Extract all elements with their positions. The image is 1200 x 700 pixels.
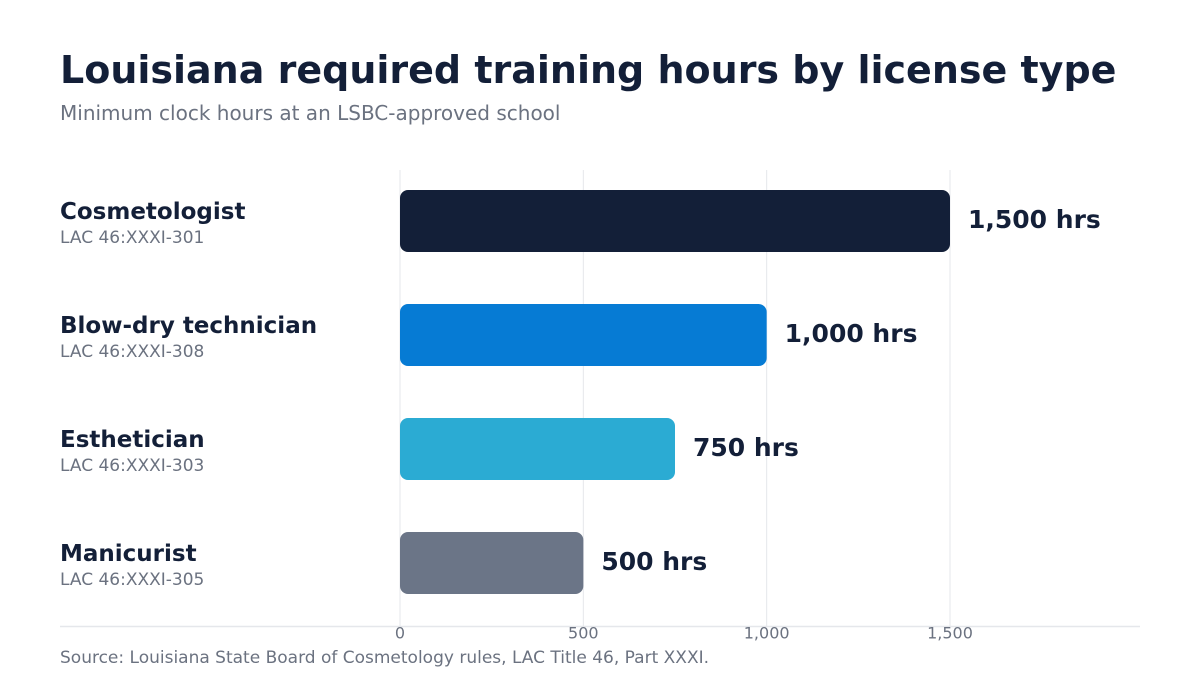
category-reference: LAC 46:XXXI-303 [60, 456, 204, 476]
value-label: 1,000 hrs [785, 319, 918, 348]
x-tick-label: 1,000 [744, 624, 790, 643]
chart-title: Louisiana required training hours by lic… [60, 48, 1117, 92]
bar [400, 304, 767, 366]
category-label: Manicurist [60, 541, 197, 567]
category-label: Cosmetologist [60, 199, 245, 225]
x-tick-label: 0 [395, 624, 405, 643]
category-label: Blow-dry technician [60, 313, 317, 339]
category-label: Esthetician [60, 427, 205, 453]
bar [400, 532, 584, 594]
x-tick-label: 1,500 [927, 624, 973, 643]
value-label: 1,500 hrs [968, 205, 1101, 234]
source-note: Source: Louisiana State Board of Cosmeto… [60, 648, 710, 668]
category-reference: LAC 46:XXXI-305 [60, 570, 204, 590]
bar [400, 418, 675, 480]
x-tick-label: 500 [568, 624, 599, 643]
value-label: 750 hrs [693, 433, 799, 462]
category-reference: LAC 46:XXXI-301 [60, 228, 204, 248]
category-reference: LAC 46:XXXI-308 [60, 342, 204, 362]
chart-subtitle: Minimum clock hours at an LSBC-approved … [60, 101, 561, 125]
value-label: 500 hrs [601, 547, 707, 576]
bar [400, 190, 950, 252]
